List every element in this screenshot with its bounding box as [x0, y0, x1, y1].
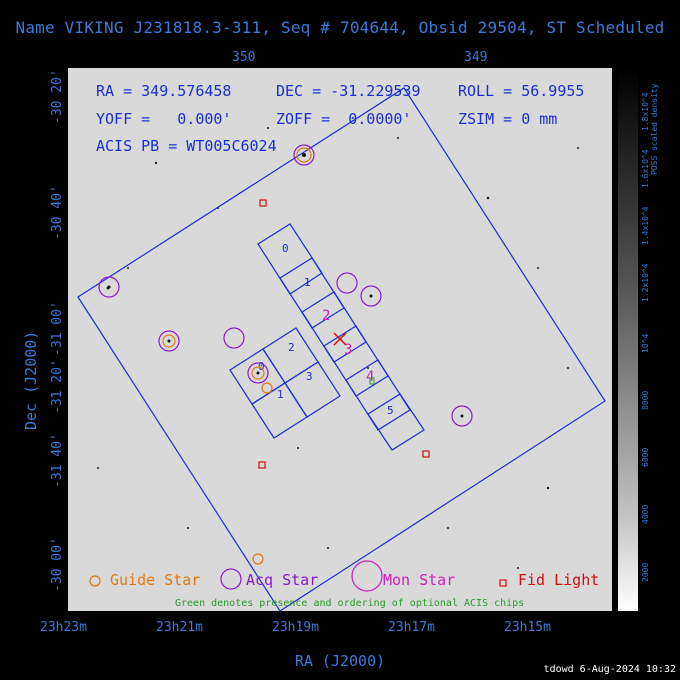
- optional-chip-marker: [369, 377, 375, 385]
- chip-label-i0: 0: [258, 360, 265, 373]
- acis-readout: ACIS PB = WT005C6024: [96, 137, 277, 155]
- page-title: Name VIKING J231818.3-311, Seq # 704644,…: [15, 18, 665, 37]
- acq-stars: [98, 144, 473, 427]
- aimpoint-marker: [333, 332, 347, 346]
- optional-chips-note: Green denotes presence and ordering of o…: [175, 598, 525, 609]
- colorbar-tick: 10^4: [641, 333, 650, 353]
- colorbar-tick: 1.2x10^4: [641, 263, 650, 302]
- roll-readout: ROLL = 56.9955: [458, 82, 585, 100]
- chip-label-s2: 2: [322, 308, 330, 324]
- acis-i-array: [229, 327, 341, 439]
- legend-mon-label: Mon Star: [383, 571, 456, 589]
- bottom-axis-tick: 23h19m: [272, 620, 319, 635]
- bottom-axis-tick: 23h21m: [156, 620, 203, 635]
- yoff-readout: YOFF = 0.000': [96, 110, 232, 128]
- colorbar-tick: 1.4x10^4: [641, 206, 650, 245]
- zoff-readout: ZOFF = 0.0000': [276, 110, 412, 128]
- legend-fid-icon: [499, 579, 507, 587]
- dec-readout: DEC = -31.229539: [276, 82, 421, 100]
- chip-label-s1: 1: [304, 276, 311, 289]
- chip-label-s5: 5: [387, 404, 394, 417]
- sky-image-plot: 0 1 2 3 4 5 0 2 1 3: [68, 68, 612, 611]
- legend-acq-icon: [220, 568, 242, 590]
- footer-timestamp: tdowd 6-Aug-2024 10:32: [543, 664, 676, 675]
- top-axis-tick: 349: [464, 50, 488, 65]
- colorbar: [618, 68, 638, 611]
- fid-lights: [258, 199, 430, 469]
- legend-guide-label: Guide Star: [110, 571, 201, 589]
- colorbar-tick: 6000: [641, 447, 650, 467]
- colorbar-tick: 1.8x10^4: [641, 92, 650, 131]
- bottom-axis-tick: 23h23m: [40, 620, 87, 635]
- left-axis-tick: -31 00': [50, 301, 65, 356]
- sky-overlay: 0 1 2 3 4 5 0 2 1 3: [77, 87, 606, 611]
- chip-label-i2: 2: [288, 341, 295, 354]
- chip-label-s4: 4: [366, 369, 374, 385]
- colorbar-tick: 2000: [641, 562, 650, 582]
- legend-guide-icon: [89, 575, 101, 587]
- guide-stars: [162, 147, 312, 565]
- left-axis-tick: -31 40': [50, 433, 65, 488]
- colorbar-tick: 1.6x10^4: [641, 149, 650, 188]
- legend-fid-label: Fid Light: [518, 571, 600, 589]
- chip-label-s3: 3: [344, 342, 352, 358]
- chip-label-i3: 3: [306, 370, 313, 383]
- x-axis-label: RA (J2000): [294, 652, 386, 670]
- left-axis-tick: -30 20': [50, 69, 65, 124]
- top-axis-tick: 350: [232, 50, 256, 65]
- colorbar-tick: 4000: [641, 504, 650, 524]
- colorbar-title: POSS scaled density: [650, 83, 659, 175]
- star-field: [97, 127, 579, 569]
- fov-outline: [77, 87, 606, 611]
- zsim-readout: ZSIM = 0 mm: [458, 110, 558, 128]
- legend-acq-label: Acq Star: [246, 571, 319, 589]
- left-axis-tick: -30 00': [50, 537, 65, 592]
- ra-readout: RA = 349.576458: [96, 82, 232, 100]
- left-axis-tick: -30 40': [50, 185, 65, 240]
- bottom-axis-tick: 23h17m: [388, 620, 435, 635]
- left-axis-tick: -31 20': [50, 359, 65, 414]
- colorbar-tick: 8000: [641, 390, 650, 410]
- legend-mon-icon: [351, 560, 383, 592]
- chip-label-i1: 1: [277, 388, 284, 401]
- bottom-axis-tick: 23h15m: [504, 620, 551, 635]
- chip-label-s0: 0: [282, 242, 289, 255]
- y-axis-label: Dec (J2000): [22, 330, 40, 430]
